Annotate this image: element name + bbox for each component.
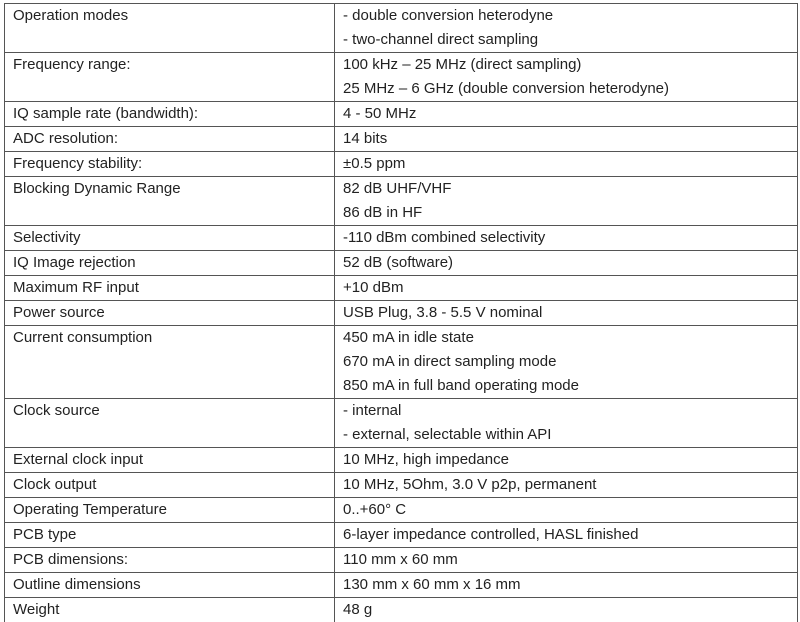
spec-value-line: 82 dB UHF/VHF: [343, 177, 797, 201]
spec-value: 110 mm x 60 mm: [335, 548, 798, 573]
spec-value: 0..+60° C: [335, 498, 798, 523]
spec-label: IQ sample rate (bandwidth):: [5, 102, 335, 127]
spec-row: Operating Temperature 0..+60° C: [5, 498, 798, 523]
spec-value-line: - external, selectable within API: [343, 423, 797, 447]
spec-row: Selectivity -110 dBm combined selectivity: [5, 226, 798, 251]
spec-value: +10 dBm: [335, 276, 798, 301]
spec-value-line: - two-channel direct sampling: [343, 28, 797, 52]
spec-value-line: 14 bits: [343, 127, 797, 151]
spec-value-line: 850 mA in full band operating mode: [343, 374, 797, 398]
spec-row: Clock source- internal- external, select…: [5, 399, 798, 448]
spec-label: Power source: [5, 301, 335, 326]
spec-label: Frequency range:: [5, 53, 335, 102]
spec-value-line: 670 mA in direct sampling mode: [343, 350, 797, 374]
spec-label: Clock source: [5, 399, 335, 448]
spec-row: PCB type 6-layer impedance controlled, HA…: [5, 523, 798, 548]
spec-value: 10 MHz, high impedance: [335, 448, 798, 473]
spec-label: Weight: [5, 598, 335, 622]
spec-label: Current consumption: [5, 326, 335, 399]
spec-value-line: USB Plug, 3.8 - 5.5 V nominal: [343, 301, 797, 325]
spec-row: Weight 48 g: [5, 598, 798, 622]
spec-value-line: 52 dB (software): [343, 251, 797, 275]
spec-value-line: 10 MHz, 5Ohm, 3.0 V p2p, permanent: [343, 473, 797, 497]
spec-row: IQ sample rate (bandwidth): 4 - 50 MHz: [5, 102, 798, 127]
spec-value-line: 110 mm x 60 mm: [343, 548, 797, 572]
spec-row: IQ Image rejection 52 dB (software): [5, 251, 798, 276]
spec-value: 130 mm x 60 mm x 16 mm: [335, 573, 798, 598]
spec-label: Selectivity: [5, 226, 335, 251]
spec-label: External clock input: [5, 448, 335, 473]
spec-label: IQ Image rejection: [5, 251, 335, 276]
spec-value-line: 86 dB in HF: [343, 201, 797, 225]
spec-row: Outline dimensions 130 mm x 60 mm x 16 mm: [5, 573, 798, 598]
spec-row: Power source USB Plug, 3.8 - 5.5 V nomina…: [5, 301, 798, 326]
spec-value: 10 MHz, 5Ohm, 3.0 V p2p, permanent: [335, 473, 798, 498]
spec-value-line: 100 kHz – 25 MHz (direct sampling): [343, 53, 797, 77]
spec-value-line: 6-layer impedance controlled, HASL finis…: [343, 523, 797, 547]
spec-value: - internal- external, selectable within …: [335, 399, 798, 448]
spec-value-line: +10 dBm: [343, 276, 797, 300]
spec-value: USB Plug, 3.8 - 5.5 V nominal: [335, 301, 798, 326]
spec-value-line: 0..+60° C: [343, 498, 797, 522]
spec-row: Operation modes- double conversion heter…: [5, 4, 798, 53]
spec-row: Frequency stability: ±0.5 ppm: [5, 152, 798, 177]
spec-label: Frequency stability:: [5, 152, 335, 177]
spec-value-line: 48 g: [343, 598, 797, 622]
spec-value-line: 10 MHz, high impedance: [343, 448, 797, 472]
spec-value: 48 g: [335, 598, 798, 622]
spec-value: ±0.5 ppm: [335, 152, 798, 177]
spec-label: ADC resolution:: [5, 127, 335, 152]
spec-label: Operation modes: [5, 4, 335, 53]
spec-label: PCB dimensions:: [5, 548, 335, 573]
spec-label: Clock output: [5, 473, 335, 498]
spec-value: 100 kHz – 25 MHz (direct sampling)25 MHz…: [335, 53, 798, 102]
spec-value-line: 130 mm x 60 mm x 16 mm: [343, 573, 797, 597]
spec-value: 14 bits: [335, 127, 798, 152]
spec-label: Maximum RF input: [5, 276, 335, 301]
spec-value-line: ±0.5 ppm: [343, 152, 797, 176]
spec-row: Clock output 10 MHz, 5Ohm, 3.0 V p2p, per…: [5, 473, 798, 498]
spec-value: 52 dB (software): [335, 251, 798, 276]
spec-label: Blocking Dynamic Range: [5, 177, 335, 226]
spec-value-line: - internal: [343, 399, 797, 423]
spec-value-line: - double conversion heterodyne: [343, 4, 797, 28]
spec-value-line: 4 - 50 MHz: [343, 102, 797, 126]
spec-label: PCB type: [5, 523, 335, 548]
spec-row: ADC resolution: 14 bits: [5, 127, 798, 152]
spec-value-line: 450 mA in idle state: [343, 326, 797, 350]
spec-value: -110 dBm combined selectivity: [335, 226, 798, 251]
spec-label: Outline dimensions: [5, 573, 335, 598]
spec-row: External clock input 10 MHz, high impedan…: [5, 448, 798, 473]
spec-value-line: -110 dBm combined selectivity: [343, 226, 797, 250]
spec-row: Maximum RF input +10 dBm: [5, 276, 798, 301]
specifications-table: Operation modes- double conversion heter…: [4, 3, 798, 622]
spec-label: Operating Temperature: [5, 498, 335, 523]
spec-row: Frequency range:100 kHz – 25 MHz (direct…: [5, 53, 798, 102]
spec-value: 4 - 50 MHz: [335, 102, 798, 127]
spec-row: PCB dimensions: 110 mm x 60 mm: [5, 548, 798, 573]
spec-value: 6-layer impedance controlled, HASL finis…: [335, 523, 798, 548]
spec-value: - double conversion heterodyne- two-chan…: [335, 4, 798, 53]
spec-value-line: 25 MHz – 6 GHz (double conversion hetero…: [343, 77, 797, 101]
